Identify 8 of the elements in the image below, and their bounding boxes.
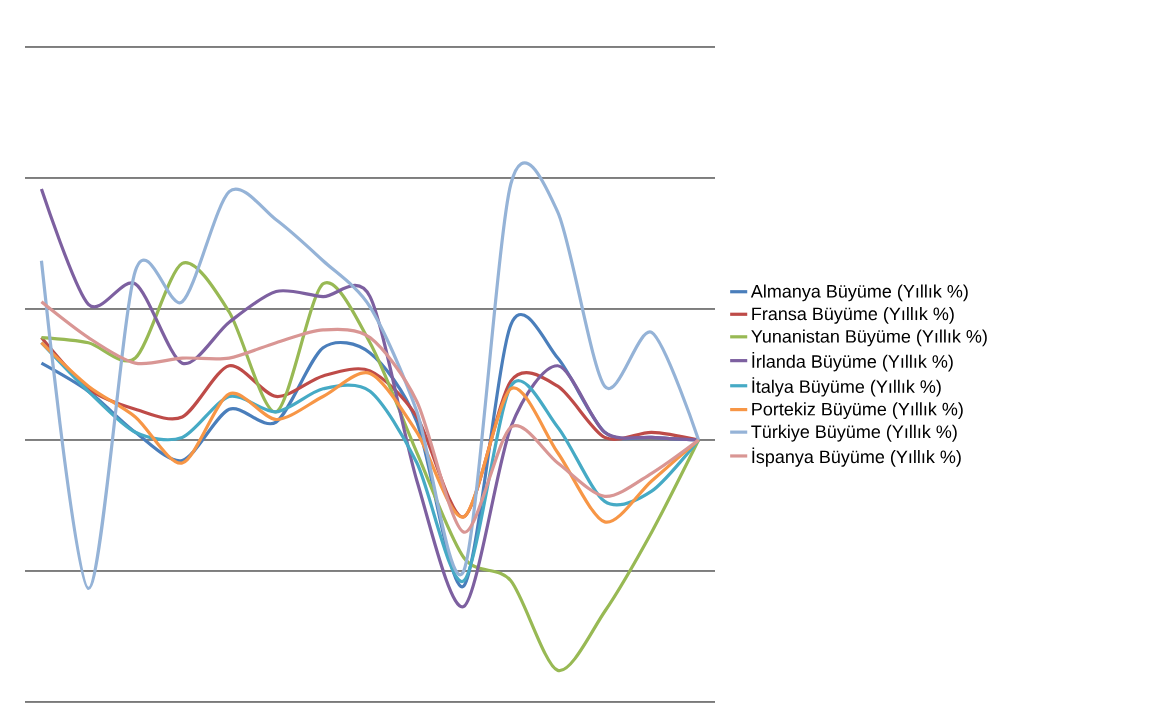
legend-label: Fransa Büyüme (Yıllık %) — [752, 306, 954, 324]
legend-label: İspanya Büyüme (Yıllık %) — [752, 447, 961, 467]
legend-label: İrlanda Büyüme (Yıllık %) — [752, 352, 953, 372]
legend-label: İtalya Büyüme (Yıllık %) — [752, 377, 941, 397]
legend-label: Portekiz Büyüme (Yıllık %) — [752, 402, 963, 420]
legend-label: Türkiye Büyüme (Yıllık %) — [751, 424, 957, 442]
legend-label: Yunanistan Büyüme (Yıllık %) — [751, 329, 987, 347]
legend-label: Almanya Büyüme (Yıllık %) — [750, 284, 968, 302]
